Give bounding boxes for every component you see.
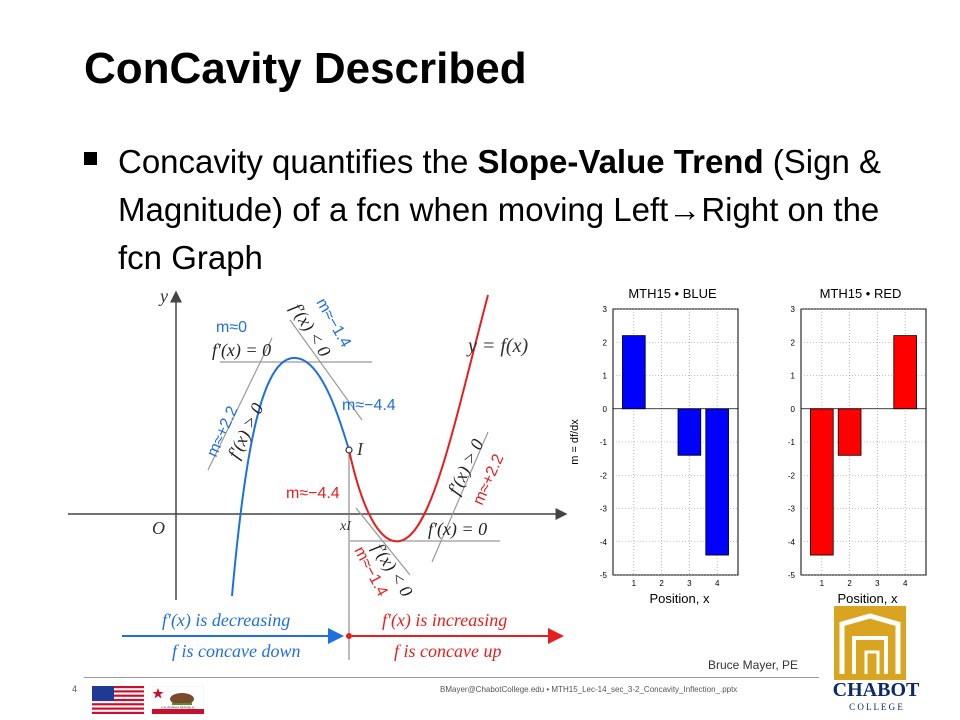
x-tick-label: 2	[847, 579, 852, 588]
bar	[837, 408, 862, 456]
x-axis-label: Position, x	[838, 591, 898, 606]
curve-concave-down	[231, 356, 350, 597]
y-tick-label: -2	[788, 471, 796, 480]
y-tick-label: 0	[791, 405, 796, 414]
arrow-right-icon: →	[668, 191, 702, 228]
y-tick-label: 2	[791, 338, 796, 347]
bullet-text-part1: Concavity quantifies the	[118, 143, 478, 180]
y-tick-label: -3	[600, 505, 608, 514]
deriv-decreasing-label: f′(x) is decreasing	[162, 610, 290, 631]
tangent-neg-upper	[289, 319, 363, 421]
inflection-x-label: xI	[339, 519, 352, 534]
chart-title: MTH15 • BLUE	[628, 286, 717, 301]
california-flag-text: CALIFORNIA REPUBLIC	[161, 706, 196, 710]
page-number: 4	[72, 684, 78, 694]
y-axis-label: m = df/dx	[569, 419, 581, 465]
footer-info: BMayer@ChabotCollege.edu • MTH15_Lec-14_…	[440, 685, 738, 694]
slope-label-inflect-red: m≈−4.4	[286, 485, 340, 502]
origin-label: O	[152, 518, 165, 538]
y-tick-label: -3	[788, 505, 796, 514]
us-flag-icon	[92, 686, 144, 714]
inflection-point	[345, 446, 353, 454]
bar	[622, 335, 646, 410]
y-tick-label: -5	[788, 571, 796, 580]
y-tick-label: 2	[603, 338, 608, 347]
x-tick-label: 3	[875, 579, 880, 588]
bullet-text-part3: Right on the fcn Graph	[118, 191, 880, 276]
y-axis-label: y	[158, 286, 168, 306]
chabot-college-logo: CHABOT C O L L E G E	[833, 606, 920, 712]
y-tick-label: 3	[791, 305, 796, 314]
inflection-label: I	[356, 439, 364, 459]
concave-up-label: f is concave up	[394, 641, 501, 661]
y-tick-label: 0	[603, 405, 608, 414]
california-flag-icon: CALIFORNIA REPUBLIC	[152, 686, 204, 714]
square-bullet-icon	[84, 152, 97, 165]
tangent-pos-right	[431, 431, 489, 563]
y-tick-label: -1	[600, 438, 608, 447]
logo-subtext: C O L L E G E	[849, 702, 903, 712]
tangent-pos-left	[207, 337, 273, 471]
slide-title: ConCavity Described	[84, 44, 527, 93]
label-fprime-zero-left: f′(x) = 0	[212, 340, 271, 361]
y-tick-label: 3	[603, 305, 608, 314]
y-tick-label: 1	[791, 372, 796, 381]
concave-down-label: f is concave down	[172, 641, 300, 661]
bar	[810, 408, 834, 556]
x-tick-label: 2	[659, 579, 664, 588]
y-tick-label: 1	[603, 372, 608, 381]
logo-text: CHABOT	[833, 679, 920, 701]
curve-concave-up	[348, 294, 489, 543]
x-tick-label: 4	[715, 579, 720, 588]
x-tick-label: 3	[687, 579, 692, 588]
x-tick-label: 4	[903, 579, 908, 588]
bar	[705, 408, 729, 556]
y-tick-label: -1	[788, 438, 796, 447]
y-tick-label: -4	[788, 538, 796, 547]
deriv-increasing-label: f′(x) is increasing	[382, 610, 507, 631]
x-axis-label: Position, x	[650, 591, 710, 606]
author-label: Bruce Mayer, PE	[708, 658, 799, 672]
bullet-text-part2: (Sign & Magnitude) of a fcn when moving …	[118, 143, 882, 228]
bullet-text-bold: Slope-Value Trend	[477, 143, 764, 180]
y-tick-label: -4	[600, 538, 608, 547]
bar	[677, 408, 702, 456]
arrow-junction-dot	[346, 633, 352, 639]
chart-title: MTH15 • RED	[820, 286, 902, 301]
y-tick-label: -2	[600, 471, 608, 480]
label-fprime-zero-right: f′(x) = 0	[428, 519, 487, 540]
slope-label-zero: m≈0	[216, 319, 247, 336]
bar	[893, 335, 917, 410]
function-label: y = f(x)	[466, 335, 528, 357]
slope-label-inflect-blue: m≈−4.4	[342, 397, 396, 414]
bullet-text: Concavity quantifies the Slope-Value Tre…	[118, 138, 908, 282]
footer-divider	[84, 677, 819, 678]
x-tick-label: 1	[820, 579, 825, 588]
y-tick-label: -5	[600, 571, 608, 580]
x-tick-label: 1	[632, 579, 637, 588]
